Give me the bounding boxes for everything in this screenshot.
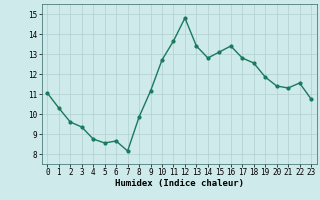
X-axis label: Humidex (Indice chaleur): Humidex (Indice chaleur) xyxy=(115,179,244,188)
